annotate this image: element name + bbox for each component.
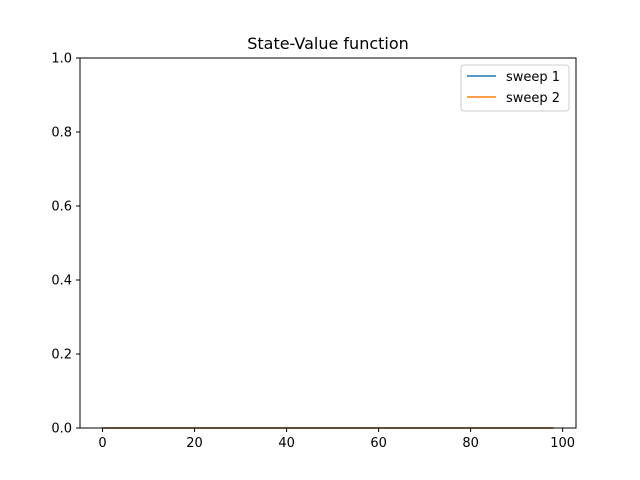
x-tick-label: 100: [550, 436, 575, 451]
legend-label-sweep-1: sweep 1: [506, 70, 560, 85]
y-tick-label: 0.6: [51, 200, 72, 215]
y-tick-label: 0.4: [51, 274, 72, 289]
x-tick-label: 0: [98, 436, 106, 451]
legend: sweep 1 sweep 2: [460, 64, 570, 112]
x-tick-label: 80: [462, 436, 479, 451]
chart-title: State-Value function: [247, 34, 409, 53]
y-tick-label: 0.2: [51, 348, 72, 363]
plot-frame: [79, 57, 577, 429]
y-tick-label: 0.0: [51, 422, 72, 437]
y-axis: 0.0 0.2 0.4 0.6 0.8 1.0: [51, 52, 80, 437]
x-tick-label: 20: [186, 436, 203, 451]
x-axis: 0 20 40 60 80 100: [98, 428, 575, 451]
y-tick-label: 0.8: [51, 126, 72, 141]
x-tick-label: 40: [278, 436, 295, 451]
legend-label-sweep-2: sweep 2: [506, 91, 560, 106]
y-tick-label: 1.0: [51, 52, 72, 67]
x-tick-label: 60: [370, 436, 387, 451]
